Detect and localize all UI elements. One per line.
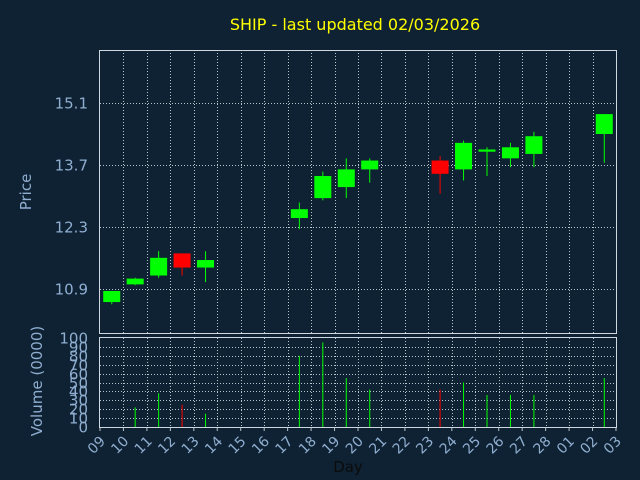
price-plot-border	[99, 50, 617, 334]
candle-body	[150, 257, 168, 276]
day-tick-label: 25	[460, 434, 484, 458]
candle	[197, 251, 215, 283]
candle	[126, 277, 144, 286]
volume-tick-label: 10	[69, 410, 88, 428]
day-tick-label: 22	[390, 434, 414, 458]
volume-series	[134, 342, 605, 427]
day-tick-label: 11	[132, 434, 156, 458]
candle-body	[478, 149, 496, 152]
candle	[361, 158, 379, 183]
price-tick-label: 12.3	[55, 219, 88, 237]
price-tick-label: 13.7	[55, 157, 88, 175]
volume-tick-label: 50	[69, 375, 88, 393]
candle-body	[455, 142, 473, 170]
volume-axis-label: Volume (0000)	[28, 326, 46, 436]
day-tick-label: 23	[413, 434, 437, 458]
volume-tick-label: 60	[69, 366, 88, 384]
price-axis-label: Price	[17, 174, 35, 211]
candle-body	[173, 253, 191, 268]
volume-tick-label: 100	[59, 330, 88, 348]
day-tick-label: 14	[202, 433, 226, 457]
day-tick-label: 02	[577, 434, 601, 458]
volume-tick-label: 70	[69, 357, 88, 375]
day-tick-label: 26	[484, 433, 508, 457]
volume-tick-label: 20	[69, 401, 88, 419]
candle-body	[361, 160, 379, 170]
candle-body	[595, 114, 613, 135]
candle	[501, 142, 519, 168]
price-tick-label: 15.1	[55, 95, 88, 113]
candlestick-series	[103, 114, 613, 305]
candle	[314, 171, 332, 201]
price-gridlines	[100, 50, 616, 333]
day-tick-label: 13	[179, 434, 203, 458]
candle-body	[197, 260, 215, 268]
candle-body	[501, 147, 519, 159]
day-tick-label: 01	[554, 434, 578, 458]
candle	[478, 147, 496, 177]
day-tick-label: 28	[531, 434, 555, 458]
candle-body	[337, 169, 355, 188]
day-tick-label: 20	[343, 434, 367, 458]
day-tick-label: 17	[273, 434, 297, 458]
day-tick-label: 09	[85, 434, 109, 458]
price-axis: 10.9 12.3 13.7 15.1	[55, 95, 88, 299]
day-tick-label: 19	[319, 434, 343, 458]
candle	[290, 202, 308, 230]
day-tick-label: 24	[437, 433, 461, 457]
candle-body	[431, 160, 449, 174]
candle	[103, 290, 121, 305]
volume-gridlines	[100, 338, 616, 427]
day-tick-label: 03	[601, 434, 625, 458]
volume-tick-label: 40	[69, 383, 88, 401]
volume-tick-label: 80	[69, 348, 88, 366]
x-axis-label: Day	[333, 458, 363, 476]
volume-plot-border	[99, 337, 617, 428]
volume-tick-label: 0	[78, 419, 88, 437]
candle	[337, 158, 355, 199]
candle-body	[126, 278, 144, 285]
day-tick-label: 12	[155, 434, 179, 458]
day-tick-label: 16	[249, 433, 273, 457]
day-tick-label: 27	[507, 434, 531, 458]
candle-body	[103, 290, 121, 303]
candle	[173, 253, 191, 276]
volume-tick-label: 30	[69, 392, 88, 410]
chart-title: SHIP - last updated 02/03/2026	[230, 15, 480, 34]
candle-body	[525, 136, 543, 154]
candle-body	[314, 176, 332, 199]
candle	[525, 131, 543, 168]
day-tick-label: 21	[366, 434, 390, 458]
day-axis: 09 10 11 12 13 14 15 16 17 18 19 20 21 22 23 24 25 26 27 28…	[85, 427, 625, 457]
candle	[595, 114, 613, 163]
candle	[150, 251, 168, 278]
day-tick-label: 10	[108, 434, 132, 458]
candle	[431, 156, 449, 194]
candle	[455, 140, 473, 181]
day-tick-label: 18	[296, 434, 320, 458]
day-tick-label: 15	[226, 434, 250, 458]
price-tick-label: 10.9	[55, 281, 88, 299]
volume-tick-label: 90	[69, 339, 88, 357]
candle-body	[290, 209, 308, 219]
